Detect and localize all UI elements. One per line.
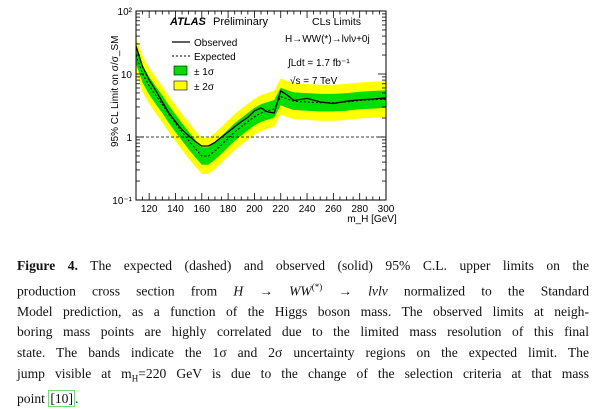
x-tick-label: 240 <box>299 204 316 215</box>
caption-text: . <box>75 390 79 406</box>
caption-line: jump visible at mH=220 GeV is due to the… <box>17 364 589 389</box>
experiment-label: ATLAS <box>169 16 207 28</box>
caption-line: Figure 4. The expected (dashed) and obse… <box>17 256 589 277</box>
caption-line: Model prediction, as a function of the H… <box>17 302 589 323</box>
process-label: H→WW(*)→lνlν+0j <box>285 34 370 45</box>
caption-text: jump visible at m <box>17 365 132 381</box>
limit-curves <box>135 45 387 157</box>
x-tick-label: 300 <box>378 204 395 215</box>
y-tick-label: 10 <box>121 70 133 81</box>
x-axis-label: m_H [GeV] <box>347 214 397 225</box>
caption-text: =220 GeV is due to the change of the sel… <box>138 365 589 381</box>
limit-plot: 120 140 160 180 200 220 240 260 280 300 10⁻¹11010… <box>110 7 397 225</box>
y-tick-label: 10² <box>118 7 133 18</box>
y-tick-label: 1 <box>126 133 132 144</box>
legend-2sigma-label: ± 2σ <box>194 82 215 93</box>
legend-2sigma-swatch <box>173 80 188 91</box>
x-tick-label: 260 <box>325 204 342 215</box>
x-tick-label: 200 <box>246 204 263 215</box>
status-label: Preliminary <box>213 16 269 28</box>
x-tick-label: 280 <box>351 204 368 215</box>
legend-1sigma-label: ± 1σ <box>194 67 215 78</box>
uncertainty-bands <box>136 37 386 174</box>
legend: Observed Expected ± 1σ ± 2σ <box>172 38 237 93</box>
caption-text: lνlν <box>368 283 388 299</box>
x-tick-label: 180 <box>220 204 237 215</box>
observed-limit-line <box>135 45 387 147</box>
caption-text: point <box>17 390 49 406</box>
method-label: CLs Limits <box>312 16 361 28</box>
x-axis-ticks: 120 140 160 180 200 220 240 260 280 300 <box>135 11 395 215</box>
caption-line: point [10]. <box>17 389 589 409</box>
y-tick-label: 10⁻¹ <box>112 196 132 207</box>
legend-expected-label: Expected <box>194 52 236 63</box>
y-axis-ticks: 10⁻¹ 1 10 10² <box>112 7 386 207</box>
caption-text: Model prediction, as a function of the H… <box>17 303 589 319</box>
citation-link[interactable]: [10] <box>48 389 75 407</box>
x-tick-label: 140 <box>167 204 184 215</box>
x-tick-label: 120 <box>141 204 158 215</box>
caption-text: normalized to the Standard <box>387 283 590 299</box>
luminosity-label: ∫Ldt = 1.7 fb⁻¹ <box>287 58 350 69</box>
caption-line: boring mass points are highly correlated… <box>17 322 589 343</box>
caption-text: production cross section from <box>17 283 234 299</box>
figure-caption: Figure 4. The expected (dashed) and obse… <box>17 256 589 409</box>
limit-plot-figure: 120 140 160 180 200 220 240 260 280 300 10⁻¹ 1 10 10… <box>110 7 397 225</box>
caption-text: (*) <box>311 281 323 292</box>
caption-text: H → WW <box>233 283 312 299</box>
band-1sigma <box>136 46 386 165</box>
y-axis-label: 95% CL Limit on σ/σ_SM <box>110 36 121 147</box>
legend-observed-label: Observed <box>194 38 237 49</box>
energy-label: √s = 7 TeV <box>290 75 338 87</box>
x-tick-label: 160 <box>193 204 210 215</box>
caption-text: boring mass points are highly correlated… <box>17 324 589 340</box>
x-tick-label: 220 <box>272 204 289 215</box>
caption-text: H <box>131 373 139 384</box>
caption-text: state. The bands indicate the 1σ and 2σ … <box>17 344 589 360</box>
caption-text: Figure 4. <box>17 258 78 273</box>
legend-1sigma-swatch <box>173 65 188 76</box>
caption-line: production cross section from H → WW(*) … <box>17 277 589 302</box>
caption-line: state. The bands indicate the 1σ and 2σ … <box>17 343 589 364</box>
caption-text: The expected (dashed) and observed (soli… <box>77 258 590 273</box>
caption-text: → <box>322 283 369 299</box>
